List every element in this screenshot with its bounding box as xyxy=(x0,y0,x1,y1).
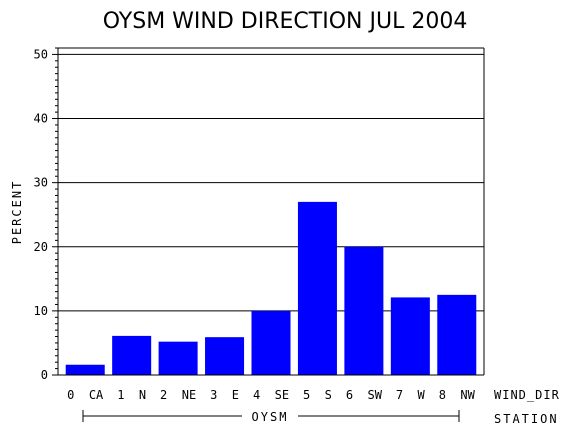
x-tick-label: 4 SE xyxy=(253,388,289,402)
group-label: OYSM xyxy=(252,410,289,424)
group-axis-label: STATION xyxy=(494,412,559,426)
x-tick-label: 6 SW xyxy=(346,388,383,402)
bar xyxy=(205,337,245,375)
bar xyxy=(344,246,384,375)
grid-lines xyxy=(58,53,484,312)
x-tick-label: 5 S xyxy=(303,388,332,402)
y-tick-label: 40 xyxy=(34,112,48,126)
bar xyxy=(251,310,291,375)
y-tick-label: 30 xyxy=(34,176,48,190)
y-axis-label: PERCENT xyxy=(10,180,24,245)
x-tick-label: 0 CA xyxy=(67,388,104,402)
y-tick-label: 20 xyxy=(34,240,48,254)
chart-title: OYSM WIND DIRECTION JUL 2004 xyxy=(103,9,468,34)
bar xyxy=(112,335,152,375)
group-bracket xyxy=(82,410,460,422)
bar xyxy=(297,201,337,375)
bar xyxy=(390,297,430,375)
x-tick-label: 1 N xyxy=(117,388,146,402)
bar xyxy=(437,294,477,375)
y-tick-label: 50 xyxy=(34,47,48,61)
x-axis-label: WIND_DIR xyxy=(494,388,560,402)
x-tick-label: 7 W xyxy=(396,388,426,402)
bars xyxy=(65,201,477,375)
x-tick-labels: 0 CA 1 N 2 NE 3 E 4 SE 5 S 6 SW 7 W 8 NW xyxy=(67,388,475,402)
y-tick-label: 10 xyxy=(34,304,48,318)
bar xyxy=(65,364,105,375)
x-tick-label: 2 NE xyxy=(160,388,196,402)
y-ticks: 0 10 20 30 40 50 xyxy=(34,47,58,382)
y-tick-label: 0 xyxy=(41,368,48,382)
bar xyxy=(158,341,198,375)
axes xyxy=(57,47,485,376)
x-tick-label: 3 E xyxy=(210,388,239,402)
x-tick-label: 8 NW xyxy=(439,388,476,402)
